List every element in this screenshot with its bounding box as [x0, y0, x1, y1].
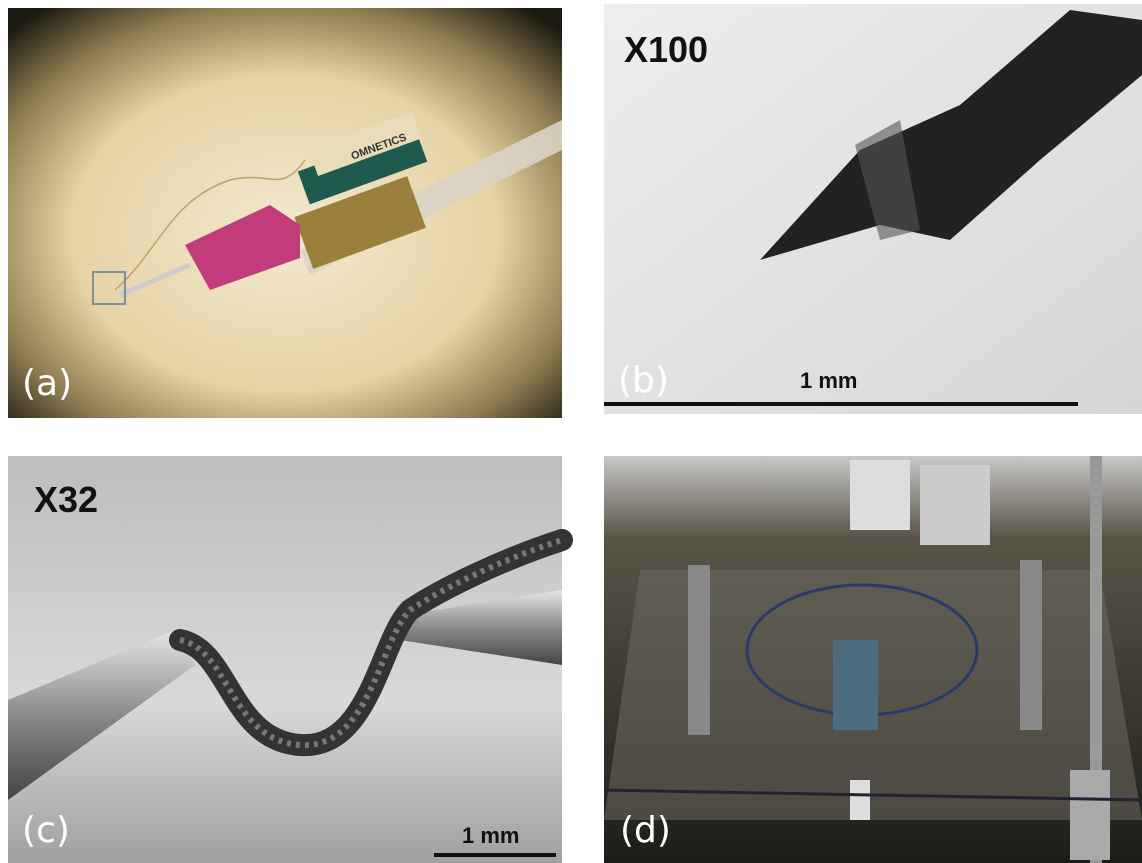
- page: OMNETICS (a) X100 1 mm (b) X32 1 mm (c): [0, 0, 1142, 863]
- magnification: X100: [624, 29, 708, 70]
- panel-a: OMNETICS (a): [8, 8, 562, 418]
- panel-b: X100 1 mm (b): [604, 4, 1142, 414]
- panel-d: (d): [604, 456, 1142, 863]
- figure: OMNETICS (a) X100 1 mm (b) X32 1 mm (c): [0, 0, 1142, 863]
- panel-label: (c): [22, 810, 70, 851]
- magnification: X32: [34, 479, 98, 520]
- panel-label: (b): [618, 360, 669, 401]
- photo: [8, 8, 562, 418]
- panel-label: (a): [22, 363, 72, 404]
- scale-bar-label: 1 mm: [800, 368, 857, 393]
- panel-c: X32 1 mm (c): [8, 456, 562, 863]
- panel-label: (d): [620, 810, 671, 851]
- scale-bar-label: 1 mm: [462, 823, 519, 848]
